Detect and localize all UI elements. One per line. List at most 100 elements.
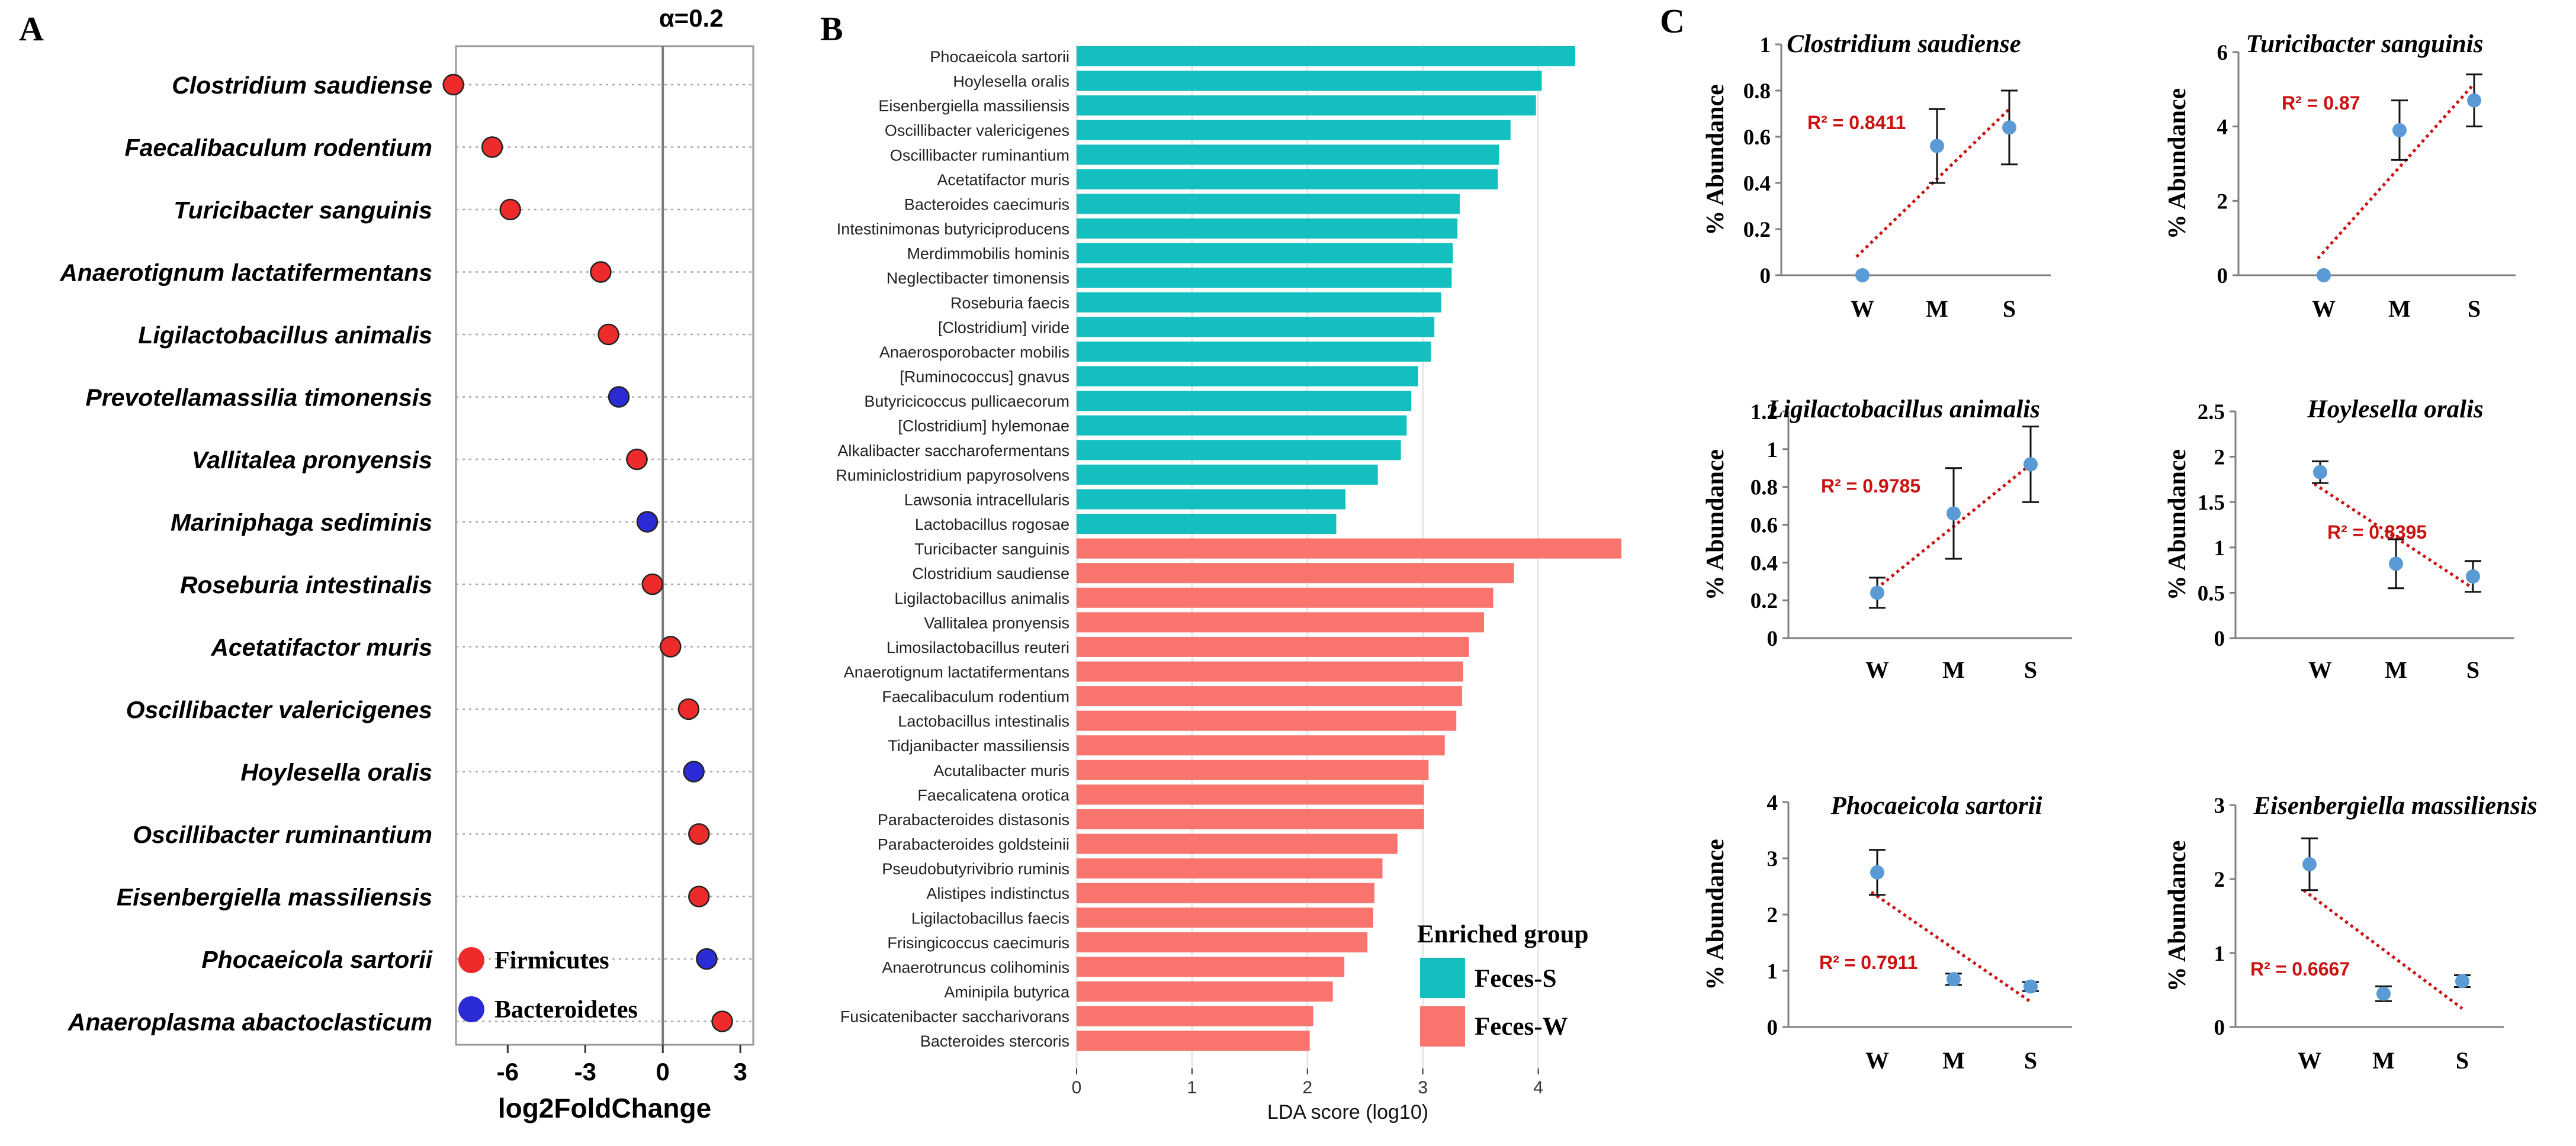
abundance-point	[1930, 139, 1944, 153]
panel-b-bar	[1077, 489, 1346, 510]
abundance-r2-label: R² = 0.7911	[1819, 952, 1917, 973]
abundance-plot-title: Ligilactobacillus animalis	[1767, 395, 2040, 423]
panel-b-x-axis-label: LDA score (log10)	[1267, 1101, 1428, 1124]
abundance-x-tick-label: S	[2466, 656, 2479, 683]
panel-b-taxon-label: Bacteroides caecimuris	[904, 195, 1069, 213]
abundance-y-tick-label: 0.5	[2198, 581, 2225, 606]
panel-b-bar	[1077, 514, 1337, 535]
abundance-y-tick-label: 0	[1767, 627, 1778, 651]
panel-a-species-label: Anaerotignum lactatifermentans	[59, 259, 432, 286]
panel-b-taxon-label: Turicibacter sanguinis	[914, 540, 1069, 558]
panel-b-bar	[1077, 612, 1484, 633]
panel-a-point	[636, 511, 659, 533]
panel-a-species-label: Vallitalea pronyensis	[192, 446, 432, 474]
panel-b-taxon-label: Clostridium saudiense	[912, 565, 1069, 582]
panel-a-species-label: Phocaeicola sartorii	[201, 946, 433, 973]
abundance-y-tick-label: 1	[1767, 438, 1778, 462]
panel-b-bar	[1077, 95, 1536, 116]
abundance-y-axis-label: % Abundance	[2164, 449, 2191, 601]
abundance-r2-label: R² = 0.9785	[1821, 475, 1920, 497]
abundance-r2-label: R² = 0.87	[2282, 92, 2360, 114]
abundance-plot-title: Clostridium saudiense	[1787, 30, 2021, 58]
panel-a-point	[683, 761, 705, 783]
panel-b-taxon-label: Anaerotruncus colihominis	[882, 958, 1069, 976]
abundance-y-tick-label: 0	[1767, 1016, 1778, 1040]
abundance-y-axis-label: % Abundance	[1702, 84, 1729, 236]
panel-b-taxon-label: Anaerotignum lactatifermentans	[844, 664, 1069, 681]
panel-b-bar	[1077, 735, 1445, 756]
panel-b-legend-swatch-s	[1420, 958, 1465, 998]
abundance-point	[2002, 120, 2016, 135]
panel-a-point	[481, 136, 503, 158]
abundance-plot-title: Turicibacter sanguinis	[2246, 30, 2483, 58]
panel-b-taxon-label: Fusicatenibacter saccharivorans	[840, 1008, 1069, 1026]
abundance-plot-3: 0 0.2 0.4 0.6 0.8 1 1.2 % Abundance Ligilactobac…	[1702, 395, 2072, 683]
panel-b-taxon-label: Neglectibacter timonensis	[886, 269, 1069, 287]
abundance-plot-2: 0 2 4 6 % Abundance Turicibacter sanguinis W M S…	[2164, 30, 2516, 322]
panel-b-taxon-label: Butyricicoccus pullicaecorum	[864, 392, 1069, 410]
abundance-x-tick-label: M	[1942, 656, 1965, 683]
panel-a-species-label: Oscillibacter ruminantium	[133, 821, 432, 848]
abundance-trend-line	[2313, 482, 2474, 590]
panel-b-bar	[1077, 317, 1435, 337]
abundance-x-tick-label: S	[2468, 295, 2481, 322]
panel-b-bar	[1077, 587, 1493, 608]
panel-b-bar	[1077, 120, 1511, 140]
abundance-y-tick-label: 4	[2217, 115, 2228, 140]
panel-b-taxon-label: Limosilactobacillus reuteri	[886, 639, 1069, 656]
panel-b-taxon-label: Eisenbergiella massiliensis	[878, 97, 1069, 115]
abundance-y-tick-label: 1.5	[2198, 491, 2225, 515]
panel-b-bar	[1077, 1031, 1310, 1051]
panel-b-legend-swatch-w	[1420, 1006, 1465, 1047]
panel-label-c: C	[1660, 2, 1685, 40]
panel-b-taxon-label: Lawsonia intracellularis	[904, 491, 1069, 508]
abundance-plot-title: Hoylesella oralis	[2307, 395, 2483, 423]
abundance-y-tick-label: 2.5	[2198, 400, 2225, 424]
panel-a-legend-swatch	[458, 996, 484, 1022]
abundance-y-tick-label: 6	[2217, 41, 2228, 65]
panel-b-taxon-label: Lactobacillus rogosae	[915, 516, 1069, 533]
panel-b-bar	[1077, 46, 1575, 66]
abundance-x-tick-label: S	[2024, 656, 2037, 683]
panel-b-bar	[1077, 686, 1462, 707]
abundance-r2-label: R² = 0.6667	[2250, 958, 2350, 980]
abundance-y-tick-label: 3	[1767, 847, 1778, 871]
panel-b-taxon-label: Faecalicatena orotica	[917, 786, 1070, 804]
abundance-y-tick-label: 1	[1767, 960, 1778, 984]
panel-b-taxon-label: Pseudobutyrivibrio ruminis	[882, 860, 1069, 878]
panel-a-legend-label: Bacteroidetes	[494, 996, 638, 1023]
panel-b-taxon-label: Anaerosporobacter mobilis	[879, 343, 1069, 361]
abundance-point	[2317, 268, 2331, 282]
panel-b-x-tick-label: 1	[1187, 1078, 1197, 1097]
abundance-trend-line	[2317, 82, 2475, 260]
panel-b-taxon-label: Intestinimonas butyriciproducens	[837, 220, 1069, 238]
panel-b-taxon-label: Oscillibacter ruminantium	[890, 146, 1069, 164]
abundance-x-tick-label: S	[2024, 1047, 2037, 1074]
panel-b-x-tick-label: 0	[1072, 1078, 1082, 1097]
abundance-y-tick-label: 1.2	[1750, 400, 1778, 424]
abundance-x-tick-label: M	[2388, 295, 2411, 322]
abundance-y-tick-label: 0	[2214, 627, 2225, 651]
panel-b-taxon-label: Ligilactobacillus animalis	[894, 590, 1069, 607]
abundance-x-tick-label: M	[1942, 1047, 1965, 1074]
panel-a-point	[711, 1010, 733, 1032]
abundance-point	[1855, 268, 1870, 282]
panel-a-point	[641, 573, 664, 595]
panel-label-a: A	[19, 9, 44, 48]
abundance-trend-line	[1870, 463, 2032, 594]
abundance-y-tick-label: 0.2	[1743, 218, 1771, 242]
panel-b-bar	[1077, 391, 1412, 411]
abundance-x-tick-label: M	[2385, 656, 2407, 683]
panel-b-bar	[1077, 759, 1429, 780]
panel-b-legend-title: Enriched group	[1417, 920, 1589, 948]
panel-a-point	[608, 386, 630, 408]
panel-a-x-tick-label: 3	[733, 1058, 747, 1086]
panel-a-legend-label: Firmicutes	[494, 947, 609, 974]
panel-a-alpha-label: α=0.2	[659, 4, 724, 32]
panel-b-bar	[1077, 218, 1458, 239]
abundance-y-tick-label: 0.6	[1743, 125, 1771, 150]
panel-b-x-tick-label: 2	[1302, 1078, 1312, 1097]
abundance-trend-line	[2302, 889, 2463, 1010]
abundance-plot-title: Eisenbergiella massiliensis	[2253, 792, 2537, 820]
